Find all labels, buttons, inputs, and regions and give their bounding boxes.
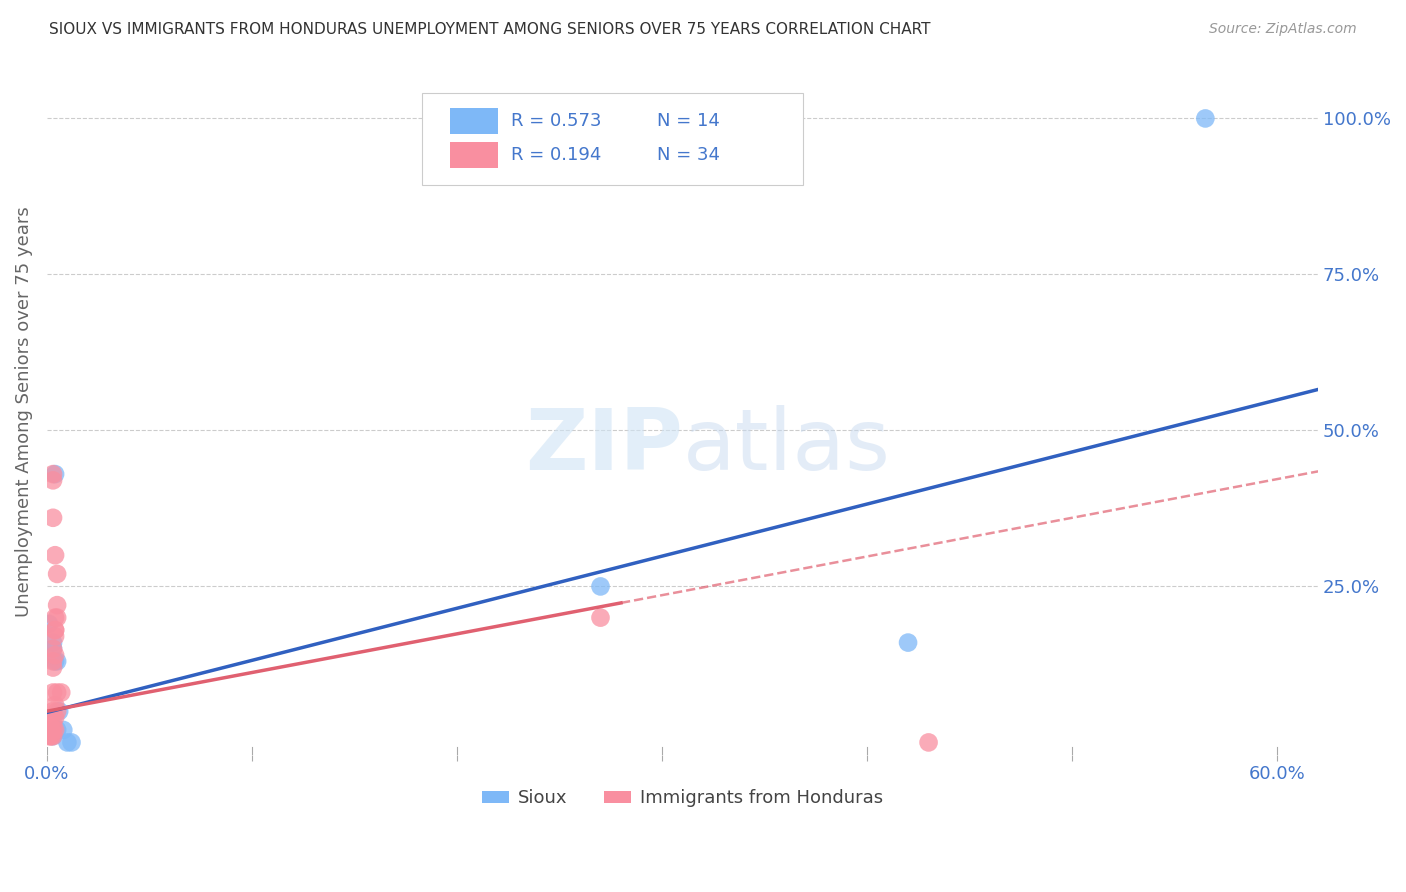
Point <box>42 641 65 656</box>
Point <box>39 729 62 743</box>
Point <box>589 610 612 624</box>
Point <box>38 616 60 631</box>
Point <box>42 723 65 737</box>
Point <box>44 629 66 643</box>
Point <box>42 660 65 674</box>
Point <box>42 474 65 488</box>
Point <box>46 723 69 737</box>
Point <box>56 735 79 749</box>
Text: atlas: atlas <box>682 405 890 488</box>
Point <box>46 704 69 718</box>
Point <box>44 648 66 662</box>
Point <box>44 698 66 712</box>
Text: N = 14: N = 14 <box>657 112 720 129</box>
Point <box>42 704 65 718</box>
Point <box>46 685 69 699</box>
Point <box>44 548 66 562</box>
Text: SIOUX VS IMMIGRANTS FROM HONDURAS UNEMPLOYMENT AMONG SENIORS OVER 75 YEARS CORRE: SIOUX VS IMMIGRANTS FROM HONDURAS UNEMPL… <box>49 22 931 37</box>
Text: N = 34: N = 34 <box>657 146 720 164</box>
Point <box>39 723 62 737</box>
Bar <box>450 142 498 168</box>
Point <box>44 654 66 668</box>
Point <box>44 467 66 482</box>
Point <box>44 610 66 624</box>
Point <box>39 710 62 724</box>
Point <box>38 723 60 737</box>
Point <box>42 729 65 743</box>
Text: R = 0.194: R = 0.194 <box>510 146 602 164</box>
Point <box>42 685 65 699</box>
Point <box>44 710 66 724</box>
Y-axis label: Unemployment Among Seniors over 75 years: Unemployment Among Seniors over 75 years <box>15 206 32 617</box>
Text: Source: ZipAtlas.com: Source: ZipAtlas.com <box>1209 22 1357 37</box>
Point <box>46 610 69 624</box>
Point <box>44 623 66 637</box>
Point <box>42 654 65 668</box>
Point <box>589 579 612 593</box>
Point <box>46 566 69 581</box>
Point <box>46 654 69 668</box>
Point <box>42 641 65 656</box>
Point <box>38 729 60 743</box>
Point <box>1194 112 1216 126</box>
Point <box>42 716 65 731</box>
Point <box>42 729 65 743</box>
Point <box>48 704 70 718</box>
Point <box>60 735 83 749</box>
Bar <box>450 108 498 134</box>
Point <box>46 598 69 612</box>
Point <box>897 635 920 649</box>
FancyBboxPatch shape <box>422 93 803 186</box>
Text: R = 0.573: R = 0.573 <box>510 112 602 129</box>
Point <box>42 635 65 649</box>
Point <box>44 623 66 637</box>
Point <box>917 735 939 749</box>
Text: ZIP: ZIP <box>524 405 682 488</box>
Point <box>51 685 73 699</box>
Point <box>42 467 65 482</box>
Legend: Sioux, Immigrants from Honduras: Sioux, Immigrants from Honduras <box>475 782 890 814</box>
Point <box>52 723 75 737</box>
Point <box>39 729 62 743</box>
Point <box>42 510 65 524</box>
Point <box>44 723 66 737</box>
